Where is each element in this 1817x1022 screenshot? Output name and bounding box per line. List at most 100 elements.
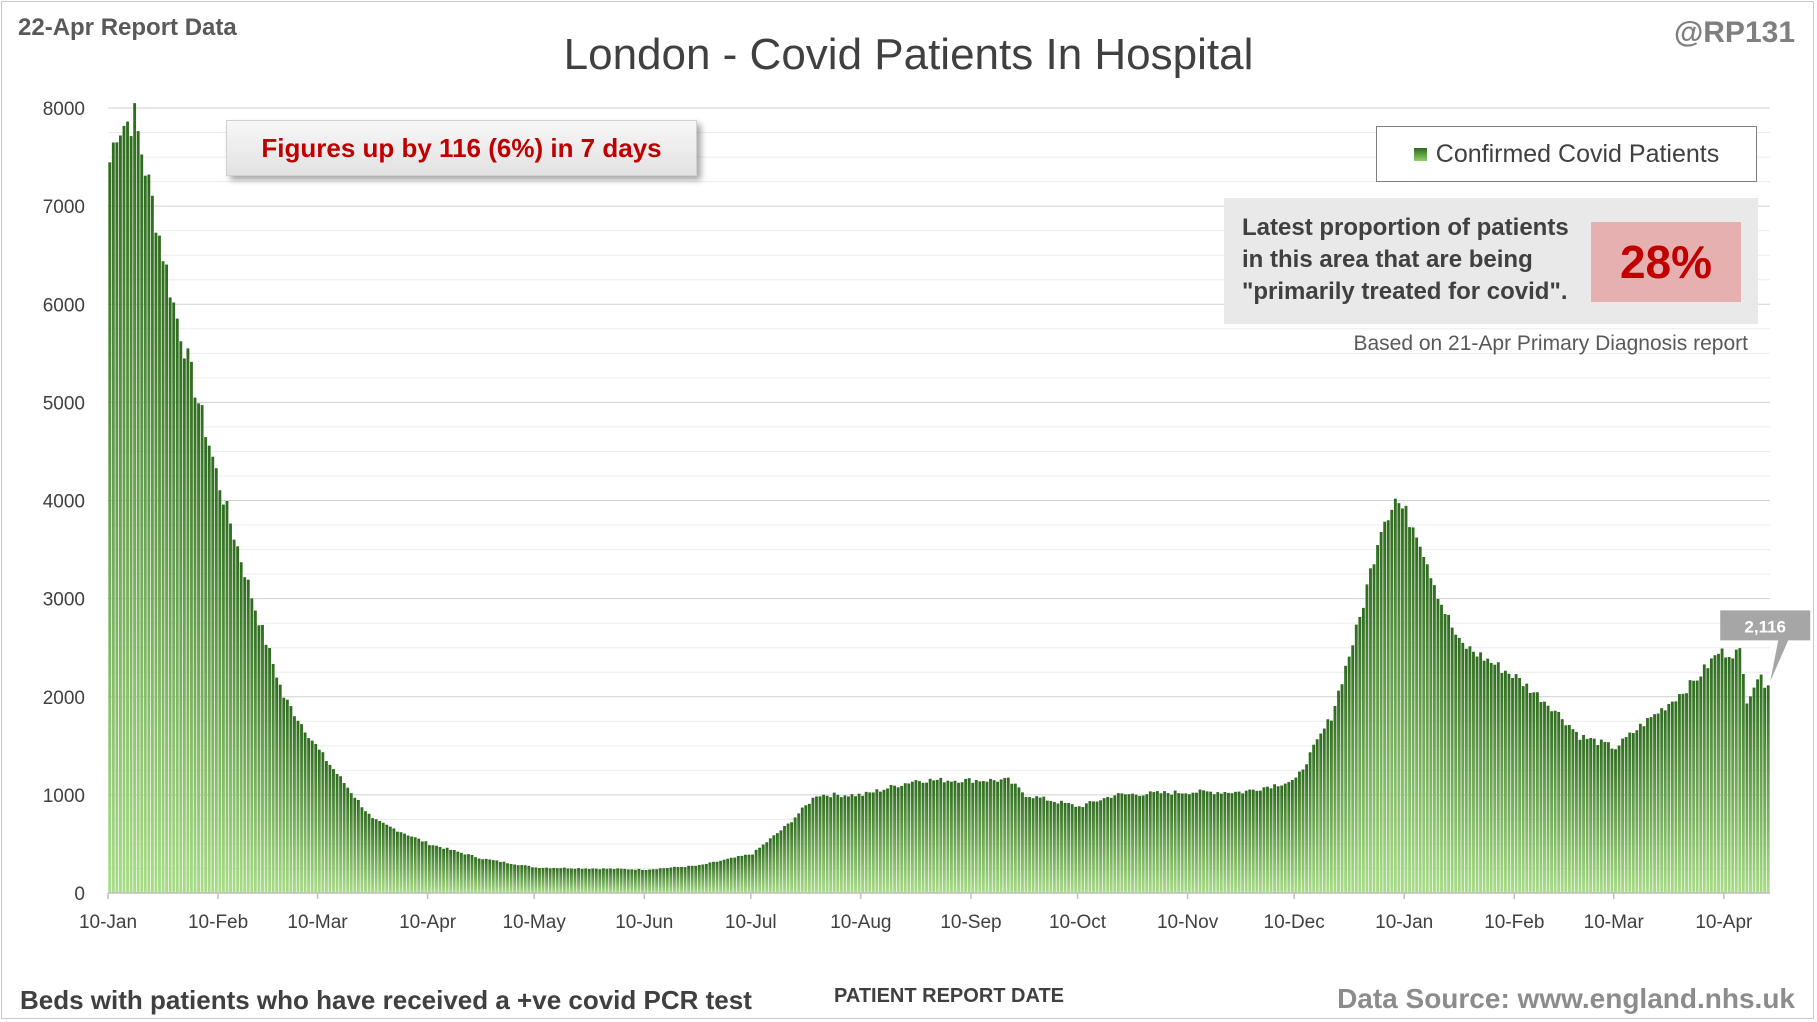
bar <box>445 847 449 893</box>
bar <box>1258 790 1262 893</box>
bar <box>321 752 325 893</box>
bar <box>751 854 754 893</box>
bar <box>857 793 861 893</box>
bar <box>1429 578 1433 893</box>
bar <box>1504 670 1507 893</box>
bar <box>133 103 137 894</box>
bar <box>1528 692 1532 893</box>
bar <box>1010 783 1014 893</box>
bar <box>406 835 410 893</box>
bar <box>1209 791 1213 893</box>
bar <box>719 860 723 893</box>
bar <box>594 868 598 893</box>
bar <box>562 867 566 893</box>
bar <box>850 794 854 893</box>
bars <box>108 103 1770 894</box>
legend-label: Confirmed Covid Patients <box>1435 139 1720 168</box>
bar <box>310 740 314 893</box>
bar <box>1688 680 1692 893</box>
bar <box>1663 710 1667 893</box>
bar <box>896 787 900 893</box>
bar <box>317 749 321 893</box>
bar <box>1152 792 1156 893</box>
bar <box>154 232 158 893</box>
bar <box>1678 694 1681 893</box>
x-tick-label: 10-Jan <box>79 912 137 933</box>
bar <box>1074 806 1078 893</box>
bar <box>261 624 264 893</box>
bar <box>396 831 399 893</box>
bar <box>633 869 637 893</box>
bar <box>108 162 112 893</box>
bar <box>1006 777 1010 893</box>
bar <box>1674 701 1678 893</box>
x-tick-label: 10-Mar <box>287 912 348 933</box>
bar <box>488 859 492 893</box>
x-tick-label: 10-Sep <box>940 912 1001 933</box>
bar <box>715 861 719 893</box>
proportion-source-note: Based on 21-Apr Primary Diagnosis report <box>1353 332 1748 355</box>
bar <box>1532 692 1536 893</box>
bar <box>1418 546 1422 893</box>
bar <box>527 865 531 893</box>
bar <box>1702 664 1706 893</box>
bar <box>1241 793 1245 893</box>
proportion-text-line: Latest proportion of patients <box>1242 214 1569 241</box>
bar <box>1614 749 1617 893</box>
bar <box>1187 794 1191 893</box>
bar <box>800 807 804 893</box>
bar <box>1237 791 1241 893</box>
bar <box>1685 693 1688 893</box>
bar <box>1234 791 1237 893</box>
bar <box>1337 690 1340 893</box>
bar <box>1390 509 1394 893</box>
bar <box>825 795 829 893</box>
bar <box>935 779 939 893</box>
bar <box>1095 801 1099 893</box>
bar <box>704 864 708 893</box>
bar <box>1084 803 1088 893</box>
bar <box>268 647 272 893</box>
bar <box>1642 726 1646 893</box>
bar <box>1347 656 1351 893</box>
bar <box>591 868 595 893</box>
bar <box>204 437 208 893</box>
bar <box>1457 637 1461 893</box>
bar <box>172 302 176 893</box>
bar <box>1081 807 1085 893</box>
bar <box>1344 665 1348 893</box>
bar <box>1489 662 1493 893</box>
bar <box>218 490 222 893</box>
bar <box>939 777 943 893</box>
bar <box>179 341 183 894</box>
bar <box>960 782 964 893</box>
bar <box>651 869 655 893</box>
bar <box>1273 784 1277 893</box>
bar <box>1543 701 1546 893</box>
bar <box>882 789 886 893</box>
bar <box>577 868 580 893</box>
bar <box>641 869 644 893</box>
bar <box>236 546 240 893</box>
bar <box>147 174 151 894</box>
bar <box>1734 649 1738 893</box>
bar <box>1713 655 1717 893</box>
bar <box>1603 742 1607 893</box>
bar <box>278 684 282 893</box>
bar <box>1432 585 1436 893</box>
bar <box>701 864 705 893</box>
bar <box>530 867 534 893</box>
bar <box>1308 752 1312 893</box>
bar <box>612 869 616 893</box>
bar <box>1571 729 1575 893</box>
bar <box>950 781 953 893</box>
bar <box>303 732 307 893</box>
bar <box>864 791 868 893</box>
bar <box>1116 793 1120 893</box>
bar <box>658 868 662 893</box>
bar <box>1290 779 1294 893</box>
bar <box>115 142 119 894</box>
bar <box>754 849 758 893</box>
bar <box>364 811 367 893</box>
